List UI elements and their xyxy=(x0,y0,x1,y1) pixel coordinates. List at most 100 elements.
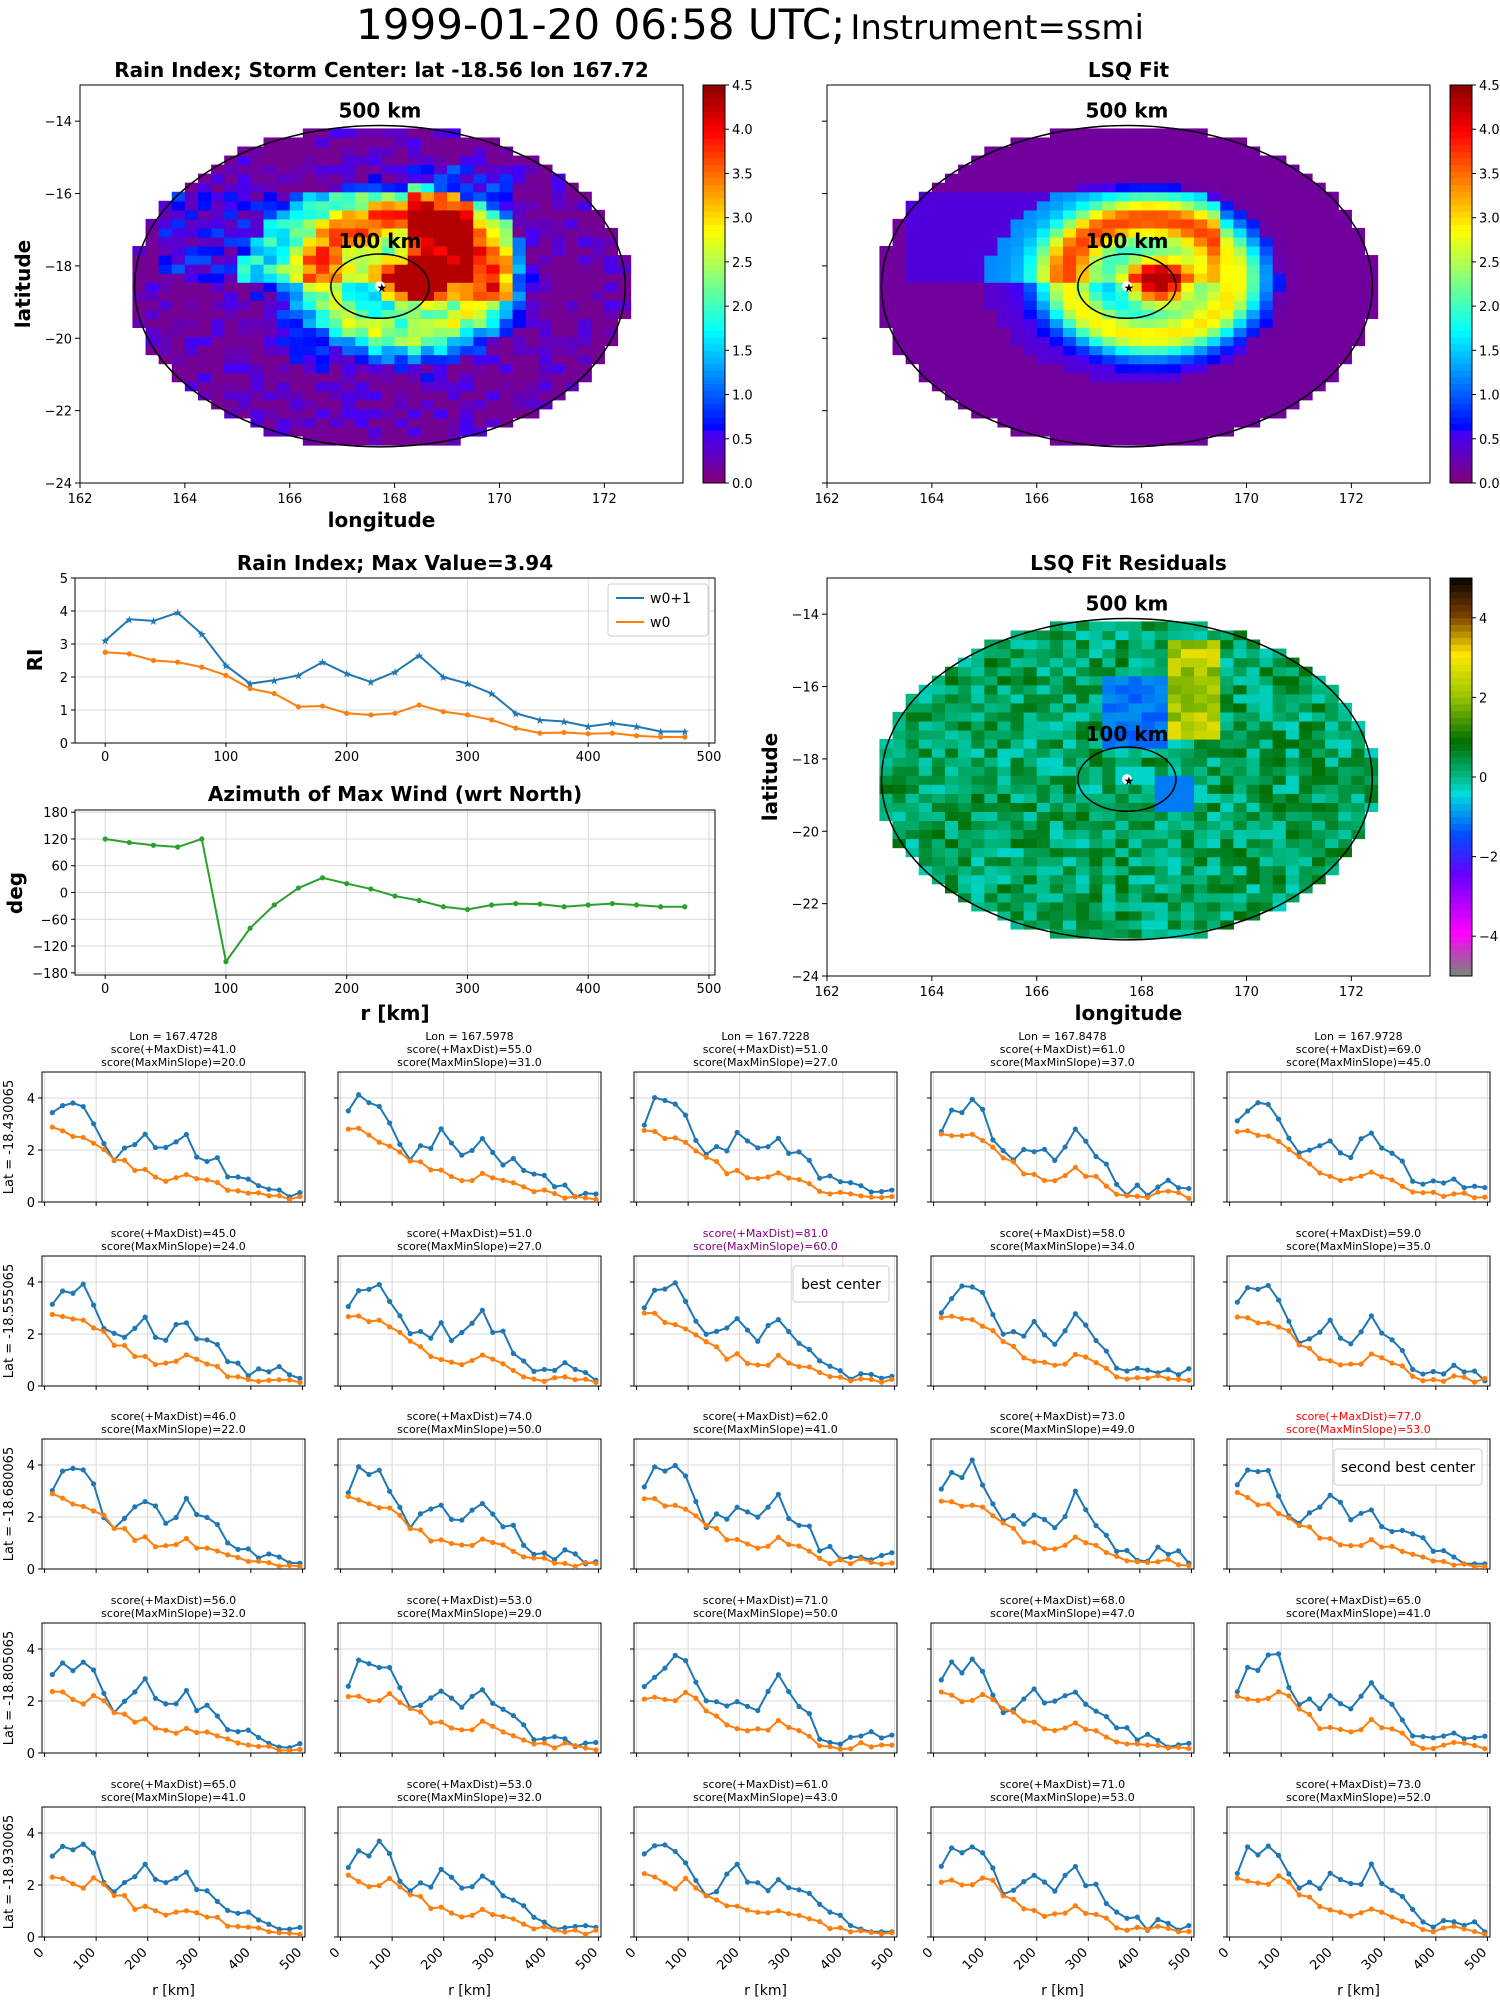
colorbar-cell xyxy=(1450,770,1472,778)
map-cell xyxy=(1115,246,1130,256)
colorbar-cell xyxy=(1450,323,1472,331)
map-cell xyxy=(984,684,999,695)
series-w0-point xyxy=(150,657,157,664)
map-cell xyxy=(1180,236,1195,247)
grid-series-w0-point xyxy=(1286,1146,1292,1152)
map-cell xyxy=(879,775,894,785)
map-cell xyxy=(1049,399,1064,410)
map-cell xyxy=(184,291,199,301)
grid-series-w0-point xyxy=(245,1742,251,1748)
map-cell xyxy=(1312,336,1326,347)
map-cell xyxy=(394,408,409,419)
grid-series-w0-point xyxy=(1379,1544,1385,1550)
map-cell xyxy=(1102,702,1116,713)
map-cell xyxy=(1167,892,1182,903)
grid-series-w0p1-point xyxy=(1275,1116,1282,1122)
map-cell xyxy=(1220,282,1234,292)
map-cell xyxy=(1207,336,1221,347)
grid-series-w0-point xyxy=(724,1171,730,1177)
grid-series-w0p1-point xyxy=(1041,1332,1048,1338)
series-w0-point xyxy=(658,734,664,740)
map-cell xyxy=(1089,164,1103,175)
grid-series-w0-point xyxy=(235,1740,241,1746)
map-cell xyxy=(1180,729,1195,740)
map-cell xyxy=(368,291,383,301)
map-cell xyxy=(1023,218,1038,229)
map-cell xyxy=(984,739,999,749)
grid-series-w0p1-point xyxy=(531,1171,537,1177)
map-cell xyxy=(1194,273,1208,283)
map-cell xyxy=(565,354,579,365)
map-cell xyxy=(1207,693,1221,704)
grid-series-w0-point xyxy=(1052,1546,1058,1552)
map-cell xyxy=(918,766,933,776)
map-cell xyxy=(1128,273,1143,283)
map-cell xyxy=(329,336,343,347)
map-cell xyxy=(158,282,173,292)
map-cell xyxy=(1089,847,1103,858)
colorbar-cell xyxy=(1450,337,1472,345)
series-w0-point xyxy=(633,733,640,739)
map-cell xyxy=(1180,327,1195,338)
grid-series-w0p1-point xyxy=(949,1107,955,1113)
map-cell xyxy=(1023,630,1038,641)
grid-series-w0p1-point xyxy=(70,1100,76,1106)
map-cell xyxy=(433,426,448,437)
map-cell xyxy=(1194,693,1208,704)
grid-series-w0-point xyxy=(847,1561,854,1567)
map-cell xyxy=(1076,666,1090,677)
map-cell xyxy=(918,802,933,812)
map-cell xyxy=(944,309,959,319)
grid-series-w0-point xyxy=(858,1376,864,1382)
map-cell xyxy=(551,227,566,238)
map-cell xyxy=(145,236,160,247)
map-cell xyxy=(381,300,396,310)
grid-series-w0p1-point xyxy=(531,1368,537,1374)
grid-series-w0-point xyxy=(90,1692,97,1699)
map-cell xyxy=(1089,892,1103,903)
map-cell xyxy=(1246,164,1261,175)
grid-panel-4: Lon = 167.9728score(+MaxDist)=69.0score(… xyxy=(1223,1030,1491,1206)
grid-series-w0p1-point xyxy=(101,1140,107,1147)
map-cell xyxy=(1036,354,1051,365)
grid-series-w0p1-point xyxy=(163,1701,169,1707)
grid-series-w0p1-point xyxy=(428,1145,434,1151)
grid-series-w0-point xyxy=(1420,1190,1426,1196)
map-cell xyxy=(1194,255,1208,265)
map-cell xyxy=(1049,856,1064,867)
map-cell xyxy=(132,264,147,274)
map-cell xyxy=(1298,766,1313,776)
map-cell xyxy=(971,693,985,704)
map-cell xyxy=(1259,218,1274,229)
grid-series-w0-point xyxy=(938,1315,944,1321)
grid-series-w0-point xyxy=(1327,1535,1333,1542)
map-cell xyxy=(486,227,501,238)
map-cell xyxy=(1298,748,1313,758)
grid-series-w0-point xyxy=(1000,1338,1006,1345)
map-cell xyxy=(551,282,566,292)
map-cell xyxy=(971,820,985,831)
y-tick-label: 4 xyxy=(27,1643,35,1658)
center-star-icon: ★ xyxy=(1124,281,1135,295)
map-cell xyxy=(250,146,265,157)
map-cell xyxy=(551,182,566,193)
map-cell xyxy=(289,218,304,229)
map-cell xyxy=(407,273,422,283)
grid-series-w0p1-point xyxy=(1430,1548,1436,1554)
colorbar-cell xyxy=(703,436,725,444)
map-cell xyxy=(1115,182,1130,193)
map-cell xyxy=(1049,381,1064,392)
map-cell xyxy=(289,164,304,175)
y-tick-label: 4 xyxy=(60,605,68,620)
grid-series-w0-point xyxy=(775,1170,781,1176)
map-cell xyxy=(1076,919,1090,930)
map-cell xyxy=(1049,246,1064,256)
map-cell xyxy=(1115,137,1130,148)
map-cell xyxy=(250,381,265,392)
map-cell xyxy=(1010,865,1025,876)
map-cell xyxy=(1233,657,1248,668)
grid-series-w0-point xyxy=(1010,1159,1017,1165)
map-cell xyxy=(578,227,592,238)
grid-series-w0-point xyxy=(541,1378,547,1384)
map-cell xyxy=(1194,426,1208,437)
